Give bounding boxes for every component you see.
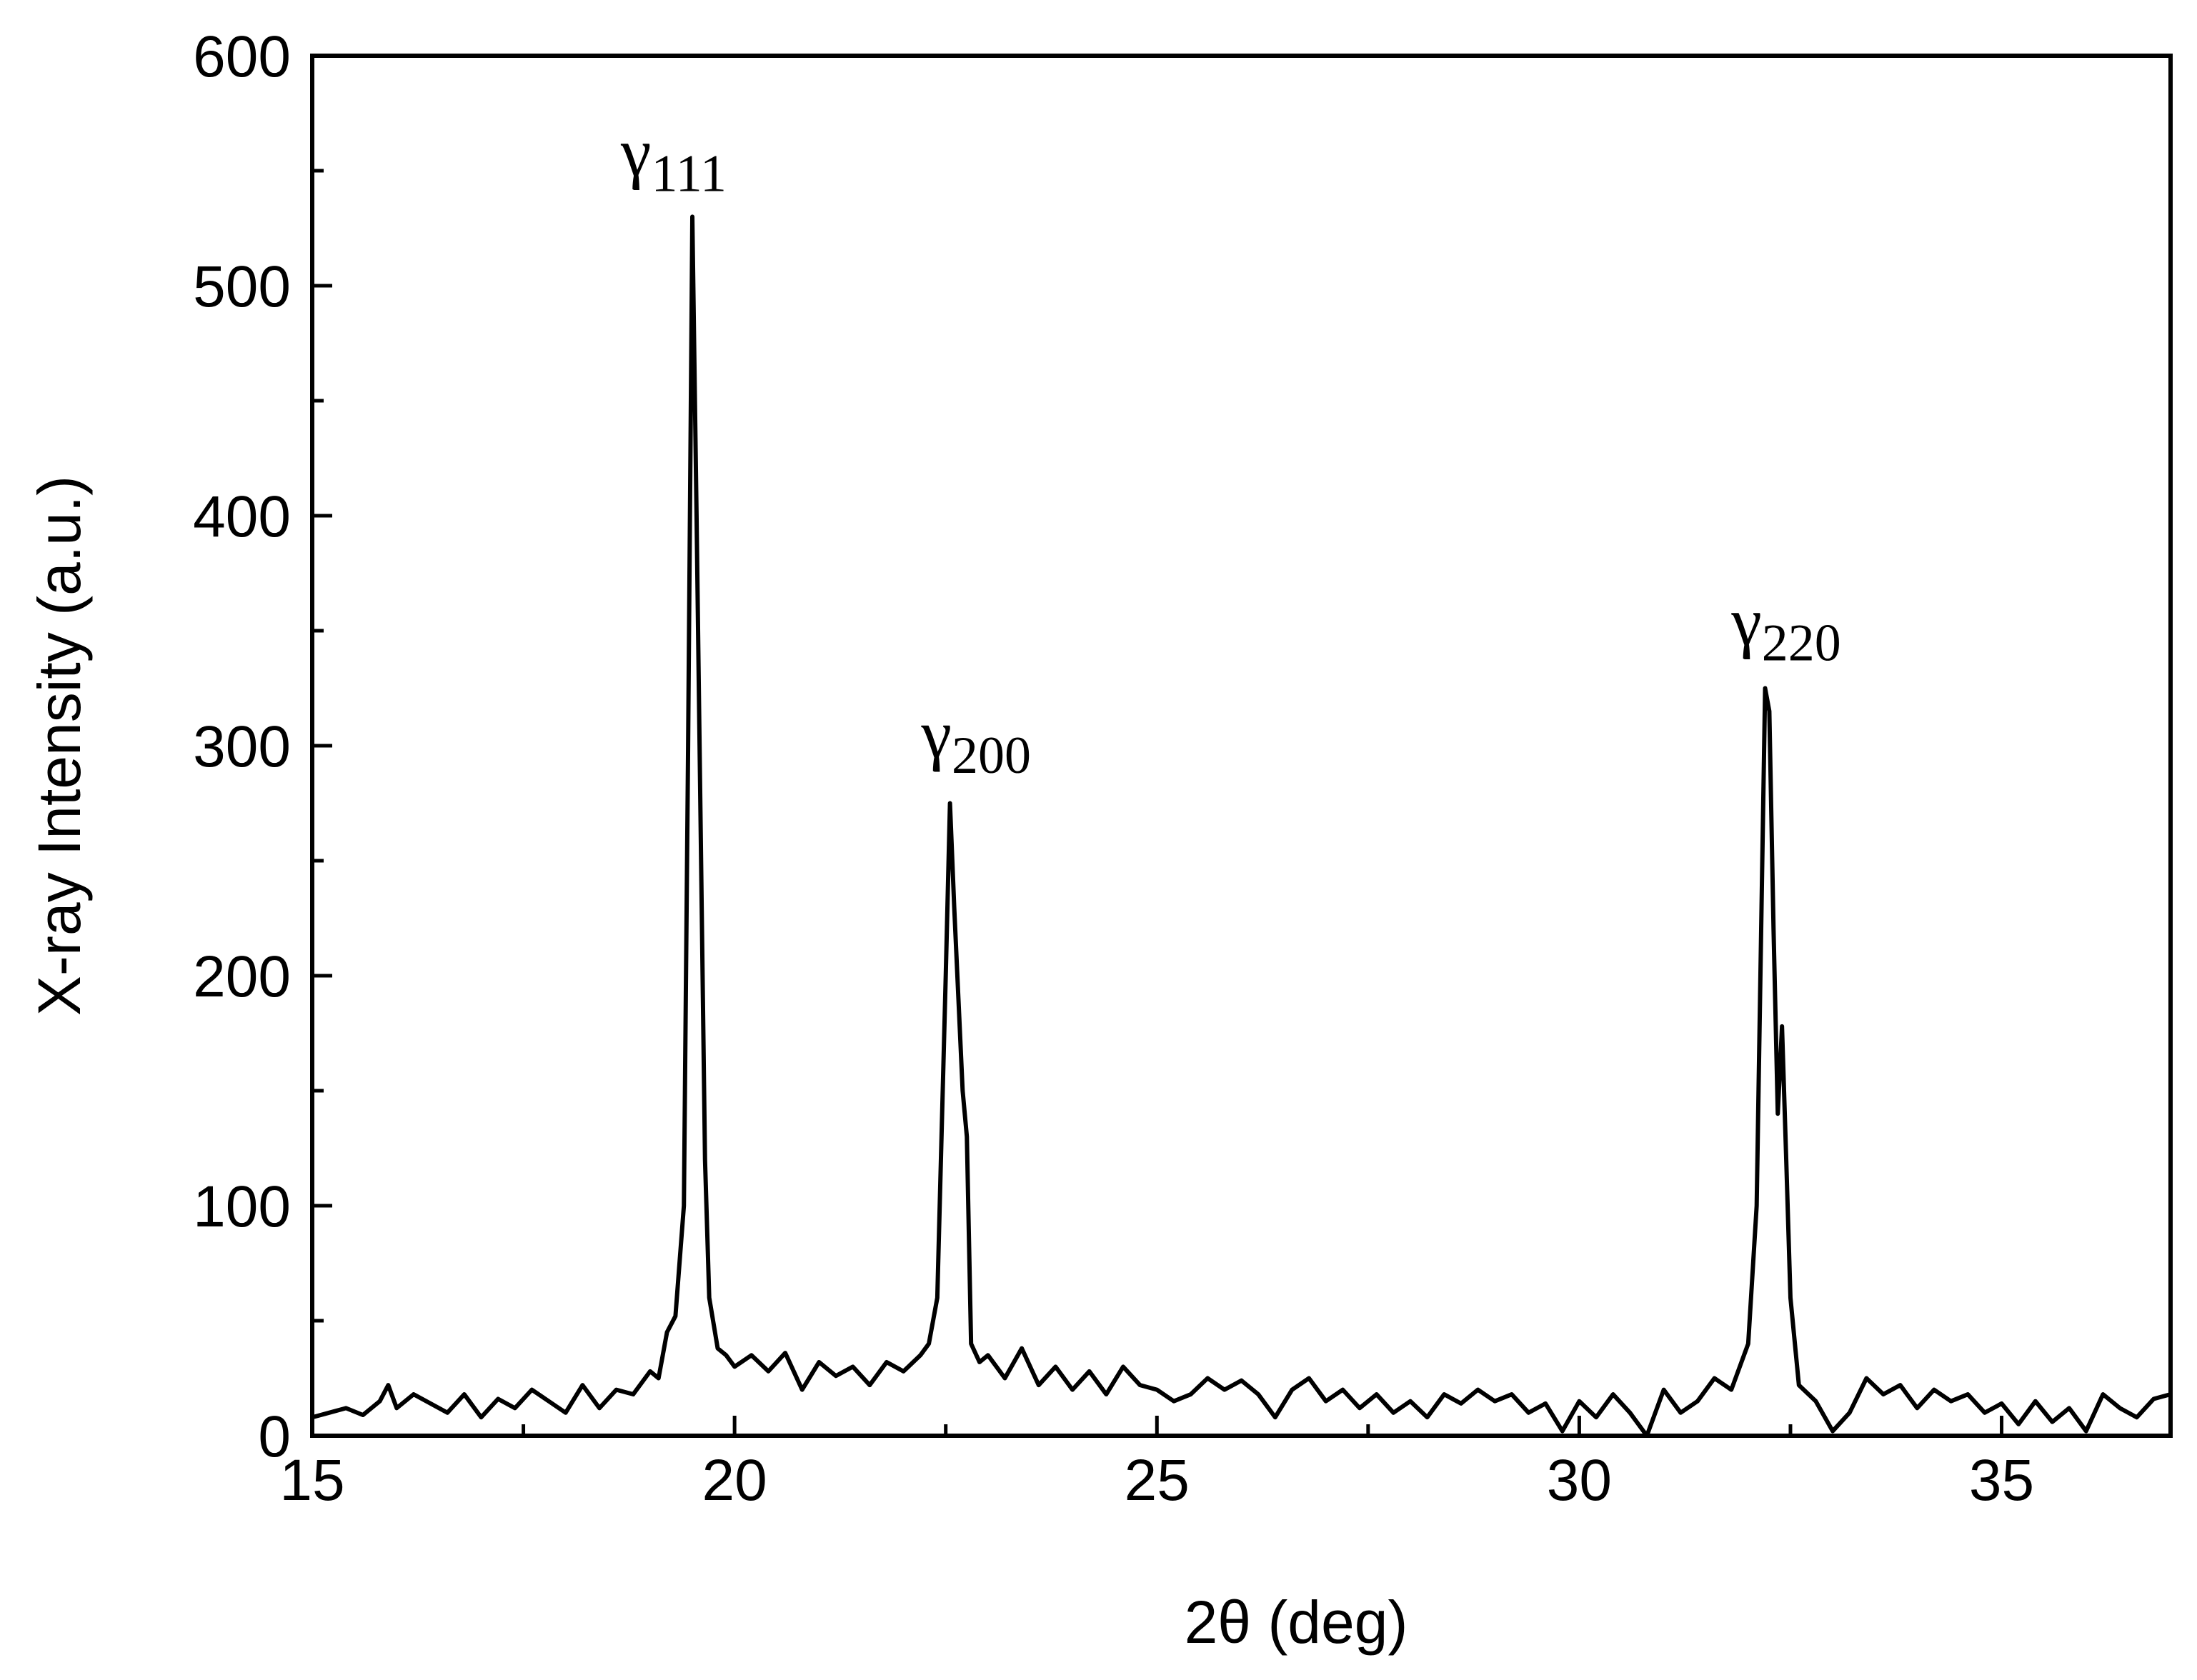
x-tick-label: 35 [1969,1448,2034,1513]
x-tick-label: 20 [702,1448,767,1513]
y-tick-label: 100 [193,1174,291,1239]
peak-annotation: γ220 [1730,583,1840,672]
annotation-subscript: 200 [952,726,1031,785]
x-axis-label: 2θ (deg) [1185,1589,1408,1656]
y-tick-label: 300 [193,714,291,779]
annotation-subscript: 111 [651,144,727,203]
annotation-symbol: γ [620,114,651,190]
data-line [312,214,2171,1438]
annotation-subscript: 220 [1762,614,1841,672]
y-tick-label: 400 [193,484,291,549]
y-axis-label: X-ray Intensity (a.u.) [26,476,93,1016]
x-tick-label: 30 [1547,1448,1612,1513]
annotation-symbol: γ [1730,583,1761,659]
annotation-symbol: γ [921,696,952,772]
x-tick-label: 15 [279,1448,344,1513]
y-tick-label: 0 [258,1404,291,1469]
x-tick-label: 25 [1125,1448,1190,1513]
plot-frame [310,54,2173,1438]
y-tick-label: 600 [193,24,291,89]
peak-annotation: γ200 [921,696,1031,785]
y-tick-label: 500 [193,254,291,319]
y-tick-label: 200 [193,944,291,1009]
peak-annotation: γ111 [620,114,727,203]
